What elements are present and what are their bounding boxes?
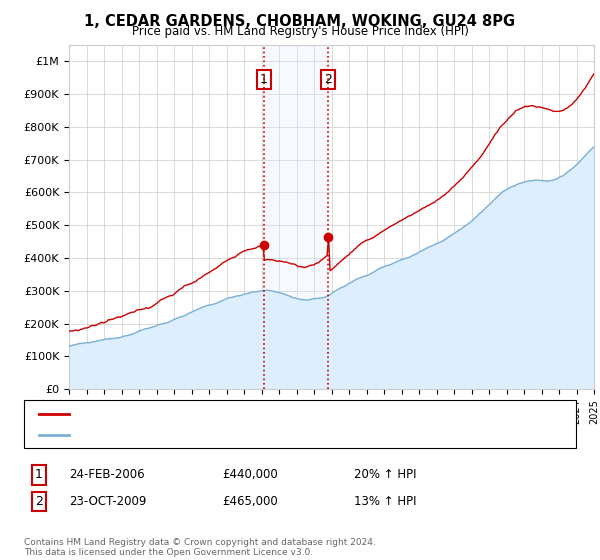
Text: 2: 2 xyxy=(35,494,43,508)
Bar xyxy=(263,45,328,389)
Text: 2: 2 xyxy=(324,73,332,86)
Text: Contains HM Land Registry data © Crown copyright and database right 2024.
This d: Contains HM Land Registry data © Crown c… xyxy=(24,538,376,557)
Text: 1: 1 xyxy=(35,468,43,482)
Text: 1, CEDAR GARDENS, CHOBHAM, WOKING, GU24 8PG: 1, CEDAR GARDENS, CHOBHAM, WOKING, GU24 … xyxy=(85,14,515,29)
Text: 24-FEB-2006: 24-FEB-2006 xyxy=(69,468,145,482)
Text: £465,000: £465,000 xyxy=(222,494,278,508)
Text: 1: 1 xyxy=(260,73,268,86)
Text: 23-OCT-2009: 23-OCT-2009 xyxy=(69,494,146,508)
Text: Price paid vs. HM Land Registry's House Price Index (HPI): Price paid vs. HM Land Registry's House … xyxy=(131,25,469,38)
Text: HPI: Average price, detached house, Surrey Heath: HPI: Average price, detached house, Surr… xyxy=(75,430,337,440)
Text: 13% ↑ HPI: 13% ↑ HPI xyxy=(354,494,416,508)
Text: £440,000: £440,000 xyxy=(222,468,278,482)
Text: 20% ↑ HPI: 20% ↑ HPI xyxy=(354,468,416,482)
Text: 1, CEDAR GARDENS, CHOBHAM, WOKING, GU24 8PG (detached house): 1, CEDAR GARDENS, CHOBHAM, WOKING, GU24 … xyxy=(75,409,445,419)
